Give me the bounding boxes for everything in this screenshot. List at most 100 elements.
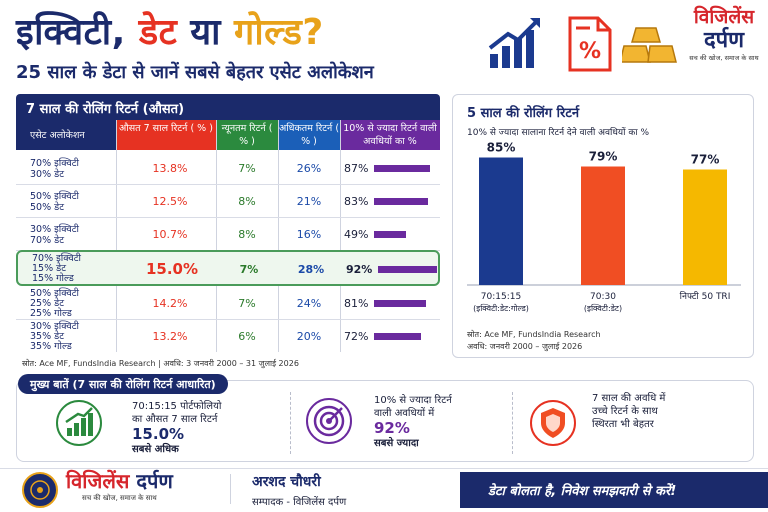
table-row: 50% इक्विटी 50% डेट 12.5% 8% 21% 83% xyxy=(16,185,440,218)
brand-logo: विजिलेंस दर्पण सच की खोज, समाज के साथ xyxy=(684,6,764,63)
row-pct: 81% xyxy=(344,287,440,320)
percent-document-icon: % xyxy=(568,16,612,72)
pct-bar xyxy=(374,333,421,340)
row-alloc: 70% इक्विटी 15% डेट 15% गोल्ड xyxy=(32,253,81,284)
header-avg: औसत 7 साल रिटर्न ( % ) xyxy=(116,120,216,150)
row-alloc: 50% इक्विटी 25% डेट 25% गोल्ड xyxy=(30,287,79,319)
takeaway-2-text: 10% से ज्यादा रिटर्न वाली अवधियों में 92… xyxy=(374,395,452,449)
brand-tagline: सच की खोज, समाज के साथ xyxy=(689,54,759,62)
title-debt: डेट xyxy=(138,12,178,53)
table-source: स्रोत: Ace MF, FundsIndia Research | अवध… xyxy=(22,359,299,368)
bar-chart: 85% 70:15:15(इक्विटी:डेट:गोल्ड) 79% 70:30(इ… xyxy=(467,141,741,313)
row-max-return: 26% xyxy=(296,162,322,175)
header-pct: 10% से ज्यादा रिटर्न वाली अवधियों का % xyxy=(340,120,440,150)
chart-panel: 5 साल की रोलिंग रिटर्न 10% से ज्यादा साल… xyxy=(452,94,754,358)
takeaway-1-badge xyxy=(56,400,102,446)
emblem-icon xyxy=(22,472,58,508)
page-subtitle: 25 साल के डेटा से जानें सबसे बेहतर एसेट … xyxy=(16,62,374,83)
chart-value-label: 77% xyxy=(691,153,720,167)
shield-icon xyxy=(541,408,565,438)
chart-source: स्रोत: Ace MF, FundsIndia Research xyxy=(467,330,601,339)
footer-divider xyxy=(230,474,231,504)
takeaway-divider xyxy=(512,392,513,454)
header-min: न्यूनतम रिटर्न ( % ) xyxy=(216,120,278,150)
row-max-return: 20% xyxy=(296,330,322,343)
target-icon xyxy=(313,405,345,437)
row-max-return: 21% xyxy=(296,195,322,208)
row-alloc: 50% इक्विटी 50% डेट xyxy=(30,190,79,213)
chart-category-label: 70:15:15 xyxy=(481,292,521,302)
pct-bar xyxy=(374,198,428,205)
table-row: 30% इक्विटी 70% डेट 10.7% 8% 16% 49% xyxy=(16,218,440,251)
chart-bar xyxy=(479,157,523,285)
row-avg-return: 13.8% xyxy=(152,162,188,175)
takeaway-3-badge xyxy=(530,400,576,446)
column-divider xyxy=(340,120,341,352)
column-divider xyxy=(278,120,279,352)
header: इक्विटी, डेट या गोल्ड? 25 साल के डेटा से… xyxy=(0,0,768,90)
row-min-return: 8% xyxy=(238,228,256,241)
table-row: 30% इक्विटी 35% डेट 35% गोल्ड 13.2% 6% 20%… xyxy=(16,320,440,353)
growth-chart-icon xyxy=(488,18,540,68)
pct-bar xyxy=(374,231,406,238)
row-avg-return: 14.2% xyxy=(152,297,188,310)
footer-brand: विजिलेंस दर्पण सच की खोज, समाज के साथ xyxy=(66,469,173,502)
table-row: 50% इक्विटी 25% डेट 25% गोल्ड 14.2% 7% 24%… xyxy=(16,287,440,320)
chart-value-label: 85% xyxy=(487,141,516,155)
takeaway-1-text: 70:15:15 पोर्टफोलियो का औसत 7 साल रिटर्न… xyxy=(132,401,222,455)
row-pct: 92% xyxy=(346,252,442,286)
title-or: या xyxy=(190,12,221,53)
chart-category-label: निफ्टी 50 TRI xyxy=(680,290,731,302)
chart-bar xyxy=(683,169,727,285)
editor-name: अरशद चौधरी xyxy=(252,474,321,490)
row-avg-return: 15.0% xyxy=(145,260,199,278)
chart-title: 5 साल की रोलिंग रिटर्न xyxy=(467,106,580,121)
brand-name-line1: विजिलेंस xyxy=(693,6,755,28)
column-divider xyxy=(116,120,117,352)
footer-tagline: डेटा बोलता है, निवेश समझदारी से करें! xyxy=(460,472,768,508)
svg-text:%: % xyxy=(579,39,601,64)
pct-bar xyxy=(374,165,431,172)
key-takeaways-panel xyxy=(16,380,754,462)
takeaway-2-badge xyxy=(306,398,352,444)
chart-bar xyxy=(581,166,625,285)
row-min-return: 8% xyxy=(238,195,256,208)
row-pct: 87% xyxy=(344,152,440,185)
pct-bar xyxy=(378,265,438,273)
page-title: इक्विटी, डेट या गोल्ड? xyxy=(16,6,324,55)
takeaways-title: मुख्य बातें (7 साल की रोलिंग रिटर्न आधार… xyxy=(18,374,228,394)
editor-role: सम्पादक - विजिलेंस दर्पण xyxy=(252,497,347,508)
row-alloc: 30% इक्विटी 70% डेट xyxy=(30,223,79,246)
row-min-return: 7% xyxy=(238,297,256,310)
row-min-return: 7% xyxy=(239,262,259,276)
column-divider xyxy=(216,120,217,352)
row-max-return: 28% xyxy=(297,262,325,276)
pct-bar xyxy=(374,300,427,307)
chart-category-label: 70:30 xyxy=(590,292,616,302)
row-alloc: 70% इक्विटी 30% डेट xyxy=(30,157,79,180)
takeaway-3-text: 7 साल की अवधि में उच्चे रिटर्न के साथ स्… xyxy=(592,393,666,430)
row-avg-return: 13.2% xyxy=(152,330,188,343)
brand-name-line2: दर्पण xyxy=(703,28,745,53)
chart-category-sublabel: (इक्विटी:डेट:गोल्ड) xyxy=(473,303,529,313)
title-gold: गोल्ड? xyxy=(234,12,324,53)
chart-subtitle: 10% से ज्यादा सालाना रिटर्न देने वाली अव… xyxy=(467,128,649,138)
row-min-return: 6% xyxy=(238,330,256,343)
rolling-returns-table: 7 साल की रोलिंग रिटर्न (औसत) एसेट अलोकेश… xyxy=(16,94,440,356)
row-avg-return: 12.5% xyxy=(152,195,188,208)
header-alloc: एसेट अलोकेशन xyxy=(16,120,116,150)
table-title: 7 साल की रोलिंग रिटर्न (औसत) xyxy=(16,94,440,120)
gold-bars-icon xyxy=(622,27,677,63)
row-max-return: 16% xyxy=(296,228,322,241)
row-pct: 49% xyxy=(344,218,440,251)
chart-category-sublabel: (इक्विटी:डेट) xyxy=(584,303,622,313)
takeaway-divider xyxy=(290,392,291,454)
chart-period: अवधि: जनवरी 2000 – जुलाई 2026 xyxy=(467,342,583,351)
table-row: 70% इक्विटी 30% डेट 13.8% 7% 26% 87% xyxy=(16,152,440,185)
growth-bars-icon xyxy=(65,407,93,436)
row-avg-return: 10.7% xyxy=(152,228,188,241)
row-min-return: 7% xyxy=(238,162,256,175)
editor-credit: अरशद चौधरी सम्पादक - विजिलेंस दर्पण xyxy=(252,472,346,508)
row-pct: 72% xyxy=(344,320,440,353)
row-alloc: 30% इक्विटी 35% डेट 35% गोल्ड xyxy=(30,320,79,352)
